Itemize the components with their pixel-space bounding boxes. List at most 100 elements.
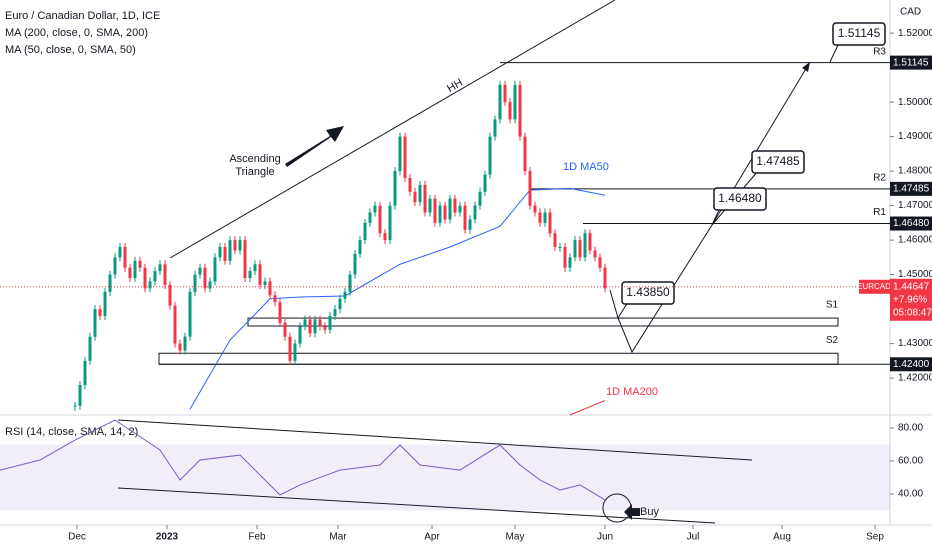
triangle-upper-line xyxy=(169,0,616,259)
level-name: R1 xyxy=(873,207,886,218)
candle-body xyxy=(253,264,257,272)
candle-body xyxy=(288,336,292,361)
y-tick-label: 1.50000 xyxy=(898,97,932,108)
y-tick-label: 1.45000 xyxy=(898,269,932,280)
candle-body xyxy=(243,240,247,279)
level-name: R2 xyxy=(873,173,886,184)
callout-pointer xyxy=(711,207,721,226)
candle-body xyxy=(408,178,412,192)
annotation: Triangle xyxy=(235,166,274,178)
y-tick-label: 1.43000 xyxy=(898,338,932,349)
candle-body xyxy=(293,343,297,361)
trend-arrow xyxy=(285,126,344,167)
candle-body xyxy=(403,136,407,179)
candle-body xyxy=(518,84,522,137)
callout-text: 1.51145 xyxy=(838,26,881,40)
candle-body xyxy=(203,267,207,289)
y-tick-label: 80.00 xyxy=(898,423,923,434)
candle-body xyxy=(123,246,127,268)
candle-body xyxy=(143,267,147,289)
candle-body xyxy=(298,326,302,344)
candle-body xyxy=(353,253,357,275)
candle-body xyxy=(468,219,472,230)
candle-body xyxy=(553,233,557,247)
callout-pointer xyxy=(829,42,840,63)
candle-body xyxy=(173,305,177,344)
x-tick-label: Jun xyxy=(597,532,613,543)
candle-body xyxy=(133,260,137,279)
axis-label-box xyxy=(890,216,932,231)
candle-body xyxy=(138,260,142,268)
candle-body xyxy=(318,319,322,327)
candle-body xyxy=(368,212,372,223)
price-box xyxy=(890,278,932,321)
x-tick-label: Jul xyxy=(687,532,700,543)
rsi-band xyxy=(0,444,890,511)
callout-box xyxy=(713,187,767,211)
callout-box xyxy=(751,150,805,174)
price-label: 1.44647 xyxy=(893,281,930,292)
level-name: R3 xyxy=(873,46,886,57)
y-tick-label: 60.00 xyxy=(898,456,923,467)
candle-body xyxy=(338,298,342,310)
candle-body xyxy=(418,184,422,203)
candle-body xyxy=(328,315,332,330)
candle-body xyxy=(163,264,167,285)
annotation: Buy xyxy=(640,506,659,518)
candle-body xyxy=(278,302,282,323)
currency-label: CAD xyxy=(900,7,921,18)
y-tick-label: 1.48000 xyxy=(898,166,932,177)
candle-body xyxy=(263,281,267,285)
candle-body xyxy=(343,291,347,299)
y-tick-label: 1.46000 xyxy=(898,235,932,246)
candle-body xyxy=(158,264,162,272)
candle-body xyxy=(223,246,227,261)
rsi-upper-trendline xyxy=(117,419,753,461)
candle-body xyxy=(378,205,382,234)
candle-body xyxy=(448,198,452,220)
candle-body xyxy=(268,281,272,296)
candle-body xyxy=(118,246,122,258)
candle-body xyxy=(208,281,212,289)
candle-body xyxy=(473,205,477,220)
rsi-label: RSI (14, close, SMA, 14, 2) xyxy=(5,426,138,438)
candle-body xyxy=(388,205,392,241)
candle-body xyxy=(78,384,82,406)
candle-body xyxy=(303,319,307,327)
candle-body xyxy=(148,281,152,289)
candle-body xyxy=(213,257,217,282)
candle-body xyxy=(458,205,462,213)
projection-arrowhead xyxy=(802,62,810,72)
x-tick-label: Mar xyxy=(329,532,347,543)
countdown-label: 05:08:47 xyxy=(893,307,932,318)
candle-body xyxy=(583,233,587,258)
candle-body xyxy=(393,171,397,206)
candle-body xyxy=(433,198,437,223)
ma200-label: 1D MA200 xyxy=(606,386,658,398)
y-tick-label: 1.47000 xyxy=(898,200,932,211)
symbol-label: EURCAD xyxy=(857,282,891,291)
candle-body xyxy=(93,309,97,337)
candle-body xyxy=(363,222,367,241)
candle-body xyxy=(103,291,107,316)
zone-name: S1 xyxy=(826,300,839,311)
candle-body xyxy=(153,271,157,282)
candle-body xyxy=(528,171,532,206)
zone-name: S2 xyxy=(826,335,839,346)
candle-body xyxy=(108,274,112,292)
candle-body xyxy=(578,240,582,258)
candle-body xyxy=(168,284,172,306)
x-tick-label: Dec xyxy=(68,532,86,543)
candle-body xyxy=(373,205,377,213)
candle-body xyxy=(598,257,602,268)
candle-body xyxy=(503,84,507,103)
candle-body xyxy=(198,267,202,275)
candle-body xyxy=(178,343,182,351)
candle-body xyxy=(218,246,222,258)
callout-text: 1.46480 xyxy=(718,191,762,205)
candle-body xyxy=(443,205,447,220)
indicator-label: MA (200, close, 0, SMA, 200) xyxy=(5,27,148,39)
projection-path xyxy=(609,61,811,354)
ma50-label: 1D MA50 xyxy=(563,161,609,173)
